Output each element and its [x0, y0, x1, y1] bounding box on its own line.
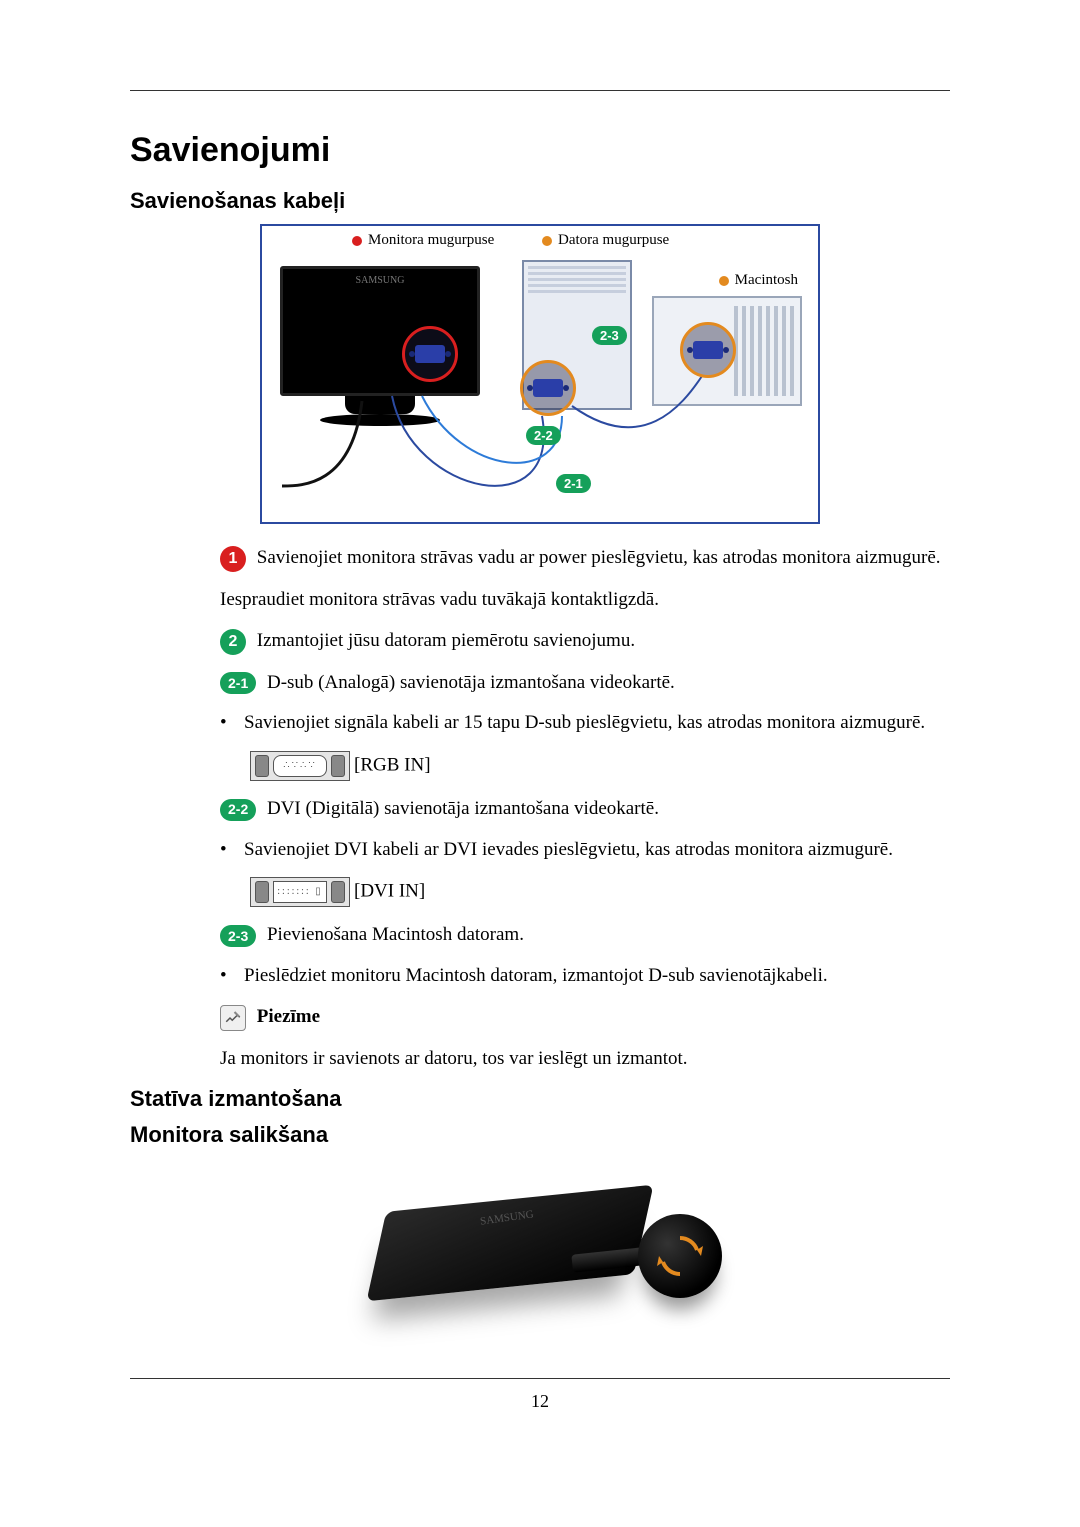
rgb-port-icon: ∴∵∴∵ [250, 751, 350, 781]
callout-monitor-port [402, 326, 458, 382]
bullet-2-2: • Savienojiet DVI kabeli ar DVI ievades … [220, 837, 950, 864]
dvi-port-row: ::::::: ▯ [DVI IN] [250, 877, 950, 907]
rule-top [130, 90, 950, 91]
step-2: 2 Izmantojiet jūsu datoram piemērotu sav… [220, 627, 950, 655]
bullet-2-2-text: Savienojiet DVI kabeli ar DVI ievades pi… [244, 837, 893, 864]
sub-2-2: 2-2 DVI (Digitālā) savienotāja izmantoša… [220, 795, 950, 823]
note-label: Piezīme [257, 1006, 320, 1027]
legend-mac: Macintosh [719, 272, 798, 289]
legend-dot-orange2-icon [719, 276, 729, 286]
stand-diagram: SAMSUNG [340, 1158, 740, 1338]
legend-dot-red-icon [352, 236, 362, 246]
note-text: Ja monitors ir savienots ar datoru, tos … [220, 1045, 950, 1073]
bullet-2-3-text: Pieslēdziet monitoru Macintosh datoram, … [244, 963, 828, 990]
note-icon [220, 1005, 246, 1031]
bullet-dot-icon: • [220, 710, 230, 737]
legend-monitor: Monitora mugurpuse [352, 232, 494, 249]
note-row: Piezīme [220, 1003, 950, 1031]
section-heading-assembly: Monitora salikšana [130, 1122, 950, 1148]
bullet-2-3: • Pieslēdziet monitoru Macintosh datoram… [220, 963, 950, 990]
rgb-port-row: ∴∵∴∵ [RGB IN] [250, 751, 950, 781]
connection-diagram: Monitora mugurpuse Datora mugurpuse Maci… [260, 224, 820, 524]
badge-1-icon: 1 [220, 546, 246, 572]
legend-pc: Datora mugurpuse [542, 232, 669, 249]
step-2-text: Izmantojiet jūsu datoram piemērotu savie… [257, 630, 635, 651]
sub-2-1-text: D-sub (Analogā) savienotāja izmantošana … [267, 672, 675, 693]
sub-2-2-text: DVI (Digitālā) savienotāja izmantošana v… [267, 798, 659, 819]
bullet-2-1: • Savienojiet signāla kabeli ar 15 tapu … [220, 710, 950, 737]
legend-mac-label: Macintosh [735, 272, 798, 289]
sub-2-3: 2-3 Pievienošana Macintosh datoram. [220, 921, 950, 949]
sub-2-3-text: Pievienošana Macintosh datoram. [267, 924, 524, 945]
badge-2-2-icon: 2-2 [220, 799, 256, 821]
badge-2-1-icon: 2-1 [220, 672, 256, 694]
tag-2-3: 2-3 [592, 326, 627, 345]
page-number: 12 [130, 1391, 950, 1412]
step-1-sub: Iespraudiet monitora strāvas vadu tuvāka… [220, 586, 950, 614]
tag-2-2: 2-2 [526, 426, 561, 445]
legend-dot-orange-icon [542, 236, 552, 246]
section-heading-cables: Savienošanas kabeļi [130, 188, 950, 214]
bullet-2-1-text: Savienojiet signāla kabeli ar 15 tapu D-… [244, 710, 925, 737]
bullet-dot-icon: • [220, 963, 230, 990]
sub-2-1: 2-1 D-sub (Analogā) savienotāja izmantoš… [220, 669, 950, 697]
dvi-label: [DVI IN] [354, 880, 425, 901]
page-title: Savienojumi [130, 131, 950, 170]
rule-bottom [130, 1378, 950, 1379]
step-1: 1 Savienojiet monitora strāvas vadu ar p… [220, 544, 950, 572]
legend-monitor-label: Monitora mugurpuse [368, 232, 494, 249]
rotate-arrows-icon [656, 1232, 704, 1280]
badge-2-icon: 2 [220, 629, 246, 655]
bullet-dot-icon: • [220, 837, 230, 864]
dvi-port-icon: ::::::: ▯ [250, 877, 350, 907]
legend-pc-label: Datora mugurpuse [558, 232, 669, 249]
rgb-label: [RGB IN] [354, 754, 431, 775]
step-1-text: Savienojiet monitora strāvas vadu ar pow… [257, 547, 941, 568]
badge-2-3-icon: 2-3 [220, 925, 256, 947]
tag-2-1: 2-1 [556, 474, 591, 493]
callout-pc-port [520, 360, 576, 416]
callout-mac-port [680, 322, 736, 378]
section-heading-stand: Statīva izmantošana [130, 1086, 950, 1112]
